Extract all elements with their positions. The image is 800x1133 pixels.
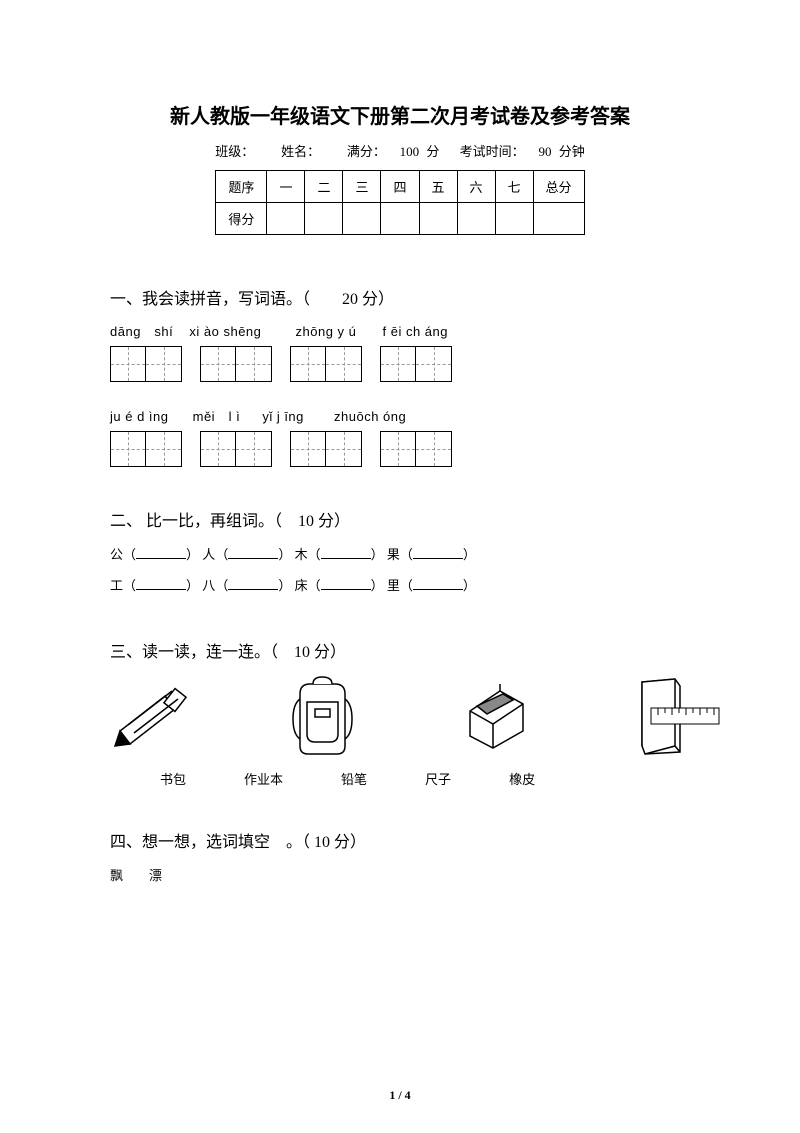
pinyin-row-1: dāng shí xi ào shēng zhōng y ú f ēi ch á… — [110, 321, 690, 340]
full-value: 100 分 — [400, 144, 440, 159]
compare-row-2: 工（） 八（） 床（） 里（） — [110, 574, 690, 597]
label-5: 橡皮 — [509, 769, 535, 788]
section3-title: 三、读一读，连一连。（ 10 分） — [110, 638, 690, 662]
col-8: 总分 — [533, 171, 584, 203]
time-value: 90 分钟 — [538, 144, 584, 159]
name-label: 姓名： — [281, 144, 314, 159]
label-4: 尺子 — [425, 769, 451, 788]
col-3: 三 — [343, 171, 381, 203]
col-5: 五 — [419, 171, 457, 203]
col-2: 二 — [305, 171, 343, 203]
col-4: 四 — [381, 171, 419, 203]
match-images — [110, 674, 690, 759]
grid-row-1 — [110, 346, 690, 382]
table-row: 题序 一 二 三 四 五 六 七 总分 — [216, 171, 584, 203]
info-line: 班级： 姓名： 满分： 100 分 考试时间： 90 分钟 — [110, 141, 690, 160]
header-label: 题序 — [216, 171, 267, 203]
page-footer: 1 / 4 — [0, 1088, 800, 1103]
full-label: 满分： — [347, 144, 380, 159]
class-label: 班级： — [215, 144, 248, 159]
table-row: 得分 — [216, 203, 584, 235]
label-3: 铅笔 — [341, 769, 367, 788]
section4-words: 飘 漂 — [110, 864, 690, 887]
sharpener-icon — [455, 676, 535, 756]
score-label: 得分 — [216, 203, 267, 235]
col-7: 七 — [495, 171, 533, 203]
pencil-icon — [110, 681, 190, 751]
backpack-icon — [285, 674, 360, 759]
label-2: 作业本 — [244, 769, 283, 788]
grid-row-2 — [110, 431, 690, 467]
section4-title: 四、想一想，选词填空 。（ 10 分） — [110, 828, 690, 852]
section2-title: 二、 比一比，再组词。（ 10 分） — [110, 507, 690, 531]
page-title: 新人教版一年级语文下册第二次月考试卷及参考答案 — [110, 100, 690, 129]
ruler-icon — [650, 707, 720, 725]
compare-row-1: 公（） 人（） 木（） 果（） — [110, 543, 690, 566]
label-1: 书包 — [160, 769, 186, 788]
col-1: 一 — [267, 171, 305, 203]
col-6: 六 — [457, 171, 495, 203]
score-table: 题序 一 二 三 四 五 六 七 总分 得分 — [215, 170, 584, 235]
time-label: 考试时间： — [460, 144, 519, 159]
match-labels: 书包 作业本 铅笔 尺子 橡皮 — [110, 769, 690, 788]
pinyin-row-2: ju é d ìng měi l ì yǐ j īng zhuōch óng — [110, 406, 690, 425]
section1-title: 一、我会读拼音，写词语。（ 20 分） — [110, 285, 690, 309]
